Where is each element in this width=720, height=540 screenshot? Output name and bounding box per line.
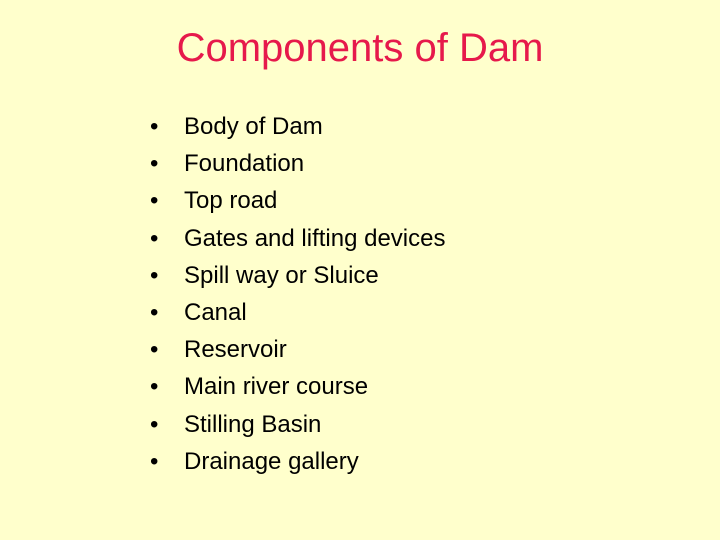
list-item: • Canal bbox=[150, 294, 445, 331]
list-item-text: Spill way or Sluice bbox=[184, 257, 379, 294]
bullet-icon: • bbox=[150, 294, 184, 331]
list-item-text: Reservoir bbox=[184, 331, 287, 368]
bullet-icon: • bbox=[150, 108, 184, 145]
bullet-icon: • bbox=[150, 368, 184, 405]
list-item: • Top road bbox=[150, 182, 445, 219]
slide: Components of Dam • Body of Dam • Founda… bbox=[0, 0, 720, 540]
bullet-icon: • bbox=[150, 406, 184, 443]
list-item: • Gates and lifting devices bbox=[150, 220, 445, 257]
list-item: • Main river course bbox=[150, 368, 445, 405]
list-item-text: Canal bbox=[184, 294, 247, 331]
bullet-icon: • bbox=[150, 145, 184, 182]
list-item-text: Stilling Basin bbox=[184, 406, 321, 443]
list-item-text: Gates and lifting devices bbox=[184, 220, 445, 257]
bullet-icon: • bbox=[150, 220, 184, 257]
list-item: • Foundation bbox=[150, 145, 445, 182]
list-item-text: Drainage gallery bbox=[184, 443, 359, 480]
list-item: • Reservoir bbox=[150, 331, 445, 368]
bullet-icon: • bbox=[150, 331, 184, 368]
list-item: • Body of Dam bbox=[150, 108, 445, 145]
bullet-list: • Body of Dam • Foundation • Top road • … bbox=[150, 108, 445, 480]
list-item-text: Main river course bbox=[184, 368, 368, 405]
list-item: • Drainage gallery bbox=[150, 443, 445, 480]
list-item: • Stilling Basin bbox=[150, 406, 445, 443]
list-item-text: Top road bbox=[184, 182, 277, 219]
slide-title: Components of Dam bbox=[0, 26, 720, 71]
bullet-icon: • bbox=[150, 443, 184, 480]
bullet-icon: • bbox=[150, 257, 184, 294]
list-item: • Spill way or Sluice bbox=[150, 257, 445, 294]
list-item-text: Body of Dam bbox=[184, 108, 323, 145]
list-item-text: Foundation bbox=[184, 145, 304, 182]
bullet-icon: • bbox=[150, 182, 184, 219]
